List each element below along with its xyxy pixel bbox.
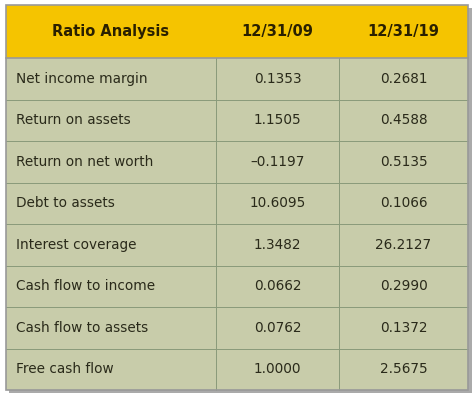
Text: Cash flow to assets: Cash flow to assets <box>16 321 148 335</box>
Text: Debt to assets: Debt to assets <box>16 196 115 211</box>
Text: 0.2990: 0.2990 <box>380 279 428 293</box>
Bar <box>6 58 468 390</box>
Text: 0.1353: 0.1353 <box>254 72 301 86</box>
Text: 1.1505: 1.1505 <box>254 113 301 127</box>
Text: 0.0662: 0.0662 <box>254 279 301 293</box>
Text: Net income margin: Net income margin <box>16 72 148 86</box>
Text: 12/31/09: 12/31/09 <box>242 24 313 39</box>
Text: 12/31/19: 12/31/19 <box>368 24 439 39</box>
Text: 0.4588: 0.4588 <box>380 113 428 127</box>
Text: 1.0000: 1.0000 <box>254 363 301 376</box>
Text: 1.3482: 1.3482 <box>254 238 301 252</box>
Text: Return on net worth: Return on net worth <box>16 155 154 169</box>
Text: 0.2681: 0.2681 <box>380 72 427 86</box>
Text: Ratio Analysis: Ratio Analysis <box>52 24 170 39</box>
Text: 0.1372: 0.1372 <box>380 321 427 335</box>
Text: 0.1066: 0.1066 <box>380 196 427 211</box>
Text: Cash flow to income: Cash flow to income <box>16 279 155 293</box>
Bar <box>6 5 468 58</box>
Text: 26.2127: 26.2127 <box>375 238 432 252</box>
Text: Return on assets: Return on assets <box>16 113 131 127</box>
Text: 0.0762: 0.0762 <box>254 321 301 335</box>
Text: 0.5135: 0.5135 <box>380 155 428 169</box>
Text: 2.5675: 2.5675 <box>380 363 428 376</box>
Text: Interest coverage: Interest coverage <box>16 238 137 252</box>
Text: Free cash flow: Free cash flow <box>16 363 114 376</box>
Text: –0.1197: –0.1197 <box>250 155 305 169</box>
Text: 10.6095: 10.6095 <box>249 196 306 211</box>
